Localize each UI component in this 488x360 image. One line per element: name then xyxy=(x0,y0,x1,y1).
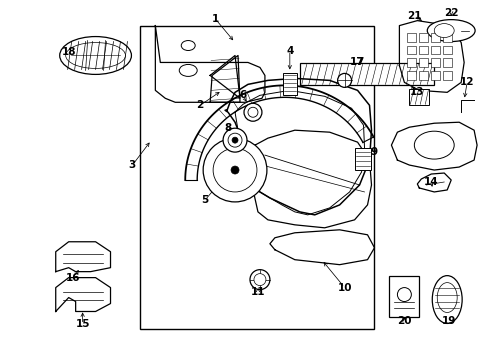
Text: 13: 13 xyxy=(409,87,424,97)
Text: 2: 2 xyxy=(196,100,203,110)
Ellipse shape xyxy=(181,41,195,50)
Text: 1: 1 xyxy=(211,14,218,24)
Text: 17: 17 xyxy=(349,58,364,67)
Bar xyxy=(419,45,427,54)
Bar xyxy=(407,32,415,41)
Text: 22: 22 xyxy=(443,8,458,18)
Bar xyxy=(430,58,439,67)
Bar xyxy=(419,58,427,67)
Circle shape xyxy=(223,128,246,152)
Bar xyxy=(442,71,451,80)
Bar xyxy=(419,32,427,41)
Circle shape xyxy=(230,166,239,174)
Text: 3: 3 xyxy=(128,160,136,170)
Text: 12: 12 xyxy=(459,77,473,87)
Bar xyxy=(430,45,439,54)
Text: 6: 6 xyxy=(239,90,246,100)
Text: 14: 14 xyxy=(423,177,438,187)
Bar xyxy=(407,71,415,80)
Text: 20: 20 xyxy=(396,316,411,327)
Bar xyxy=(282,73,296,95)
Bar xyxy=(442,58,451,67)
Ellipse shape xyxy=(431,276,461,323)
Ellipse shape xyxy=(436,283,456,312)
Bar xyxy=(407,45,415,54)
Text: 15: 15 xyxy=(75,319,90,329)
Bar xyxy=(442,32,451,41)
Circle shape xyxy=(337,73,351,87)
Bar xyxy=(419,71,427,80)
Bar xyxy=(430,71,439,80)
Bar xyxy=(407,58,415,67)
Circle shape xyxy=(253,274,265,285)
Ellipse shape xyxy=(413,131,453,159)
Circle shape xyxy=(397,288,410,302)
Bar xyxy=(140,26,374,329)
Text: 5: 5 xyxy=(201,195,208,205)
Circle shape xyxy=(247,107,258,117)
Bar xyxy=(408,89,428,105)
Text: 10: 10 xyxy=(337,283,351,293)
Text: 8: 8 xyxy=(224,123,231,133)
Circle shape xyxy=(213,148,256,192)
Bar xyxy=(388,276,419,318)
Ellipse shape xyxy=(60,37,131,75)
Circle shape xyxy=(232,137,238,143)
Text: 9: 9 xyxy=(370,147,377,157)
Text: 19: 19 xyxy=(441,316,455,327)
Bar xyxy=(442,45,451,54)
Text: 21: 21 xyxy=(406,11,421,21)
Circle shape xyxy=(227,133,242,147)
Circle shape xyxy=(203,138,266,202)
Ellipse shape xyxy=(65,42,125,68)
Text: 7: 7 xyxy=(355,58,363,67)
Text: 18: 18 xyxy=(61,48,76,58)
Bar xyxy=(299,63,433,85)
Circle shape xyxy=(244,103,262,121)
Text: 11: 11 xyxy=(250,287,264,297)
Circle shape xyxy=(249,270,269,289)
Ellipse shape xyxy=(427,20,474,41)
Bar xyxy=(354,148,370,170)
Text: 4: 4 xyxy=(285,45,293,55)
Ellipse shape xyxy=(433,24,453,37)
Text: 16: 16 xyxy=(65,273,80,283)
Bar xyxy=(430,32,439,41)
Ellipse shape xyxy=(179,64,197,76)
